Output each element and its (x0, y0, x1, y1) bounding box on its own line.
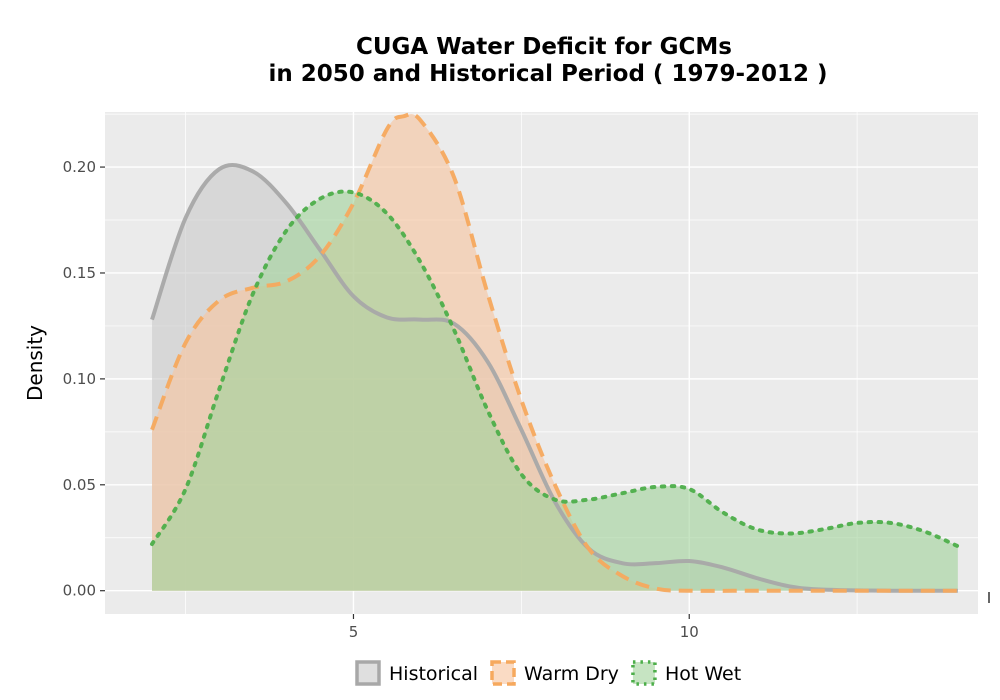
legend-key-warm-dry (490, 660, 516, 686)
legend-key-hot-wet (631, 660, 657, 686)
chart-title-line-2: in 2050 and Historical Period ( 1979-201… (268, 61, 827, 87)
legend-label-warm-dry: Warm Dry (524, 663, 619, 685)
density-line-historical (150, 162, 958, 593)
density-line-warm-dry (150, 112, 958, 593)
legend-key-historical (355, 660, 381, 686)
y-tick-label: 0.05 (63, 476, 96, 494)
density-lines (150, 112, 960, 593)
legend-item-warm-dry: Warm Dry (490, 660, 619, 686)
y-axis-title: Density (23, 325, 47, 401)
legend-item-historical: Historical (355, 660, 478, 686)
y-tick-label: 0.20 (63, 158, 96, 176)
x-tick-label: 10 (680, 623, 699, 641)
legend-label-hot-wet: Hot Wet (665, 663, 741, 685)
x-axis: 5 10 (349, 614, 699, 641)
density-areas (152, 113, 958, 591)
chart-title-line-1: CUGA Water Deficit for GCMs (356, 34, 732, 60)
y-tick-label: 0.10 (63, 370, 96, 388)
legend: Historical Warm Dry Hot Wet (355, 660, 741, 686)
legend-label-historical: Historical (389, 663, 478, 685)
density-area-hot-wet (152, 191, 958, 591)
legend-item-hot-wet: Hot Wet (631, 660, 741, 686)
y-tick-label: 0.00 (63, 582, 96, 600)
x-tick-label: 5 (349, 623, 359, 641)
y-tick-label: 0.15 (63, 264, 96, 282)
density-line-hot-wet (150, 189, 960, 549)
y-axis: 0.00 0.05 0.10 0.15 0.20 (63, 158, 105, 600)
